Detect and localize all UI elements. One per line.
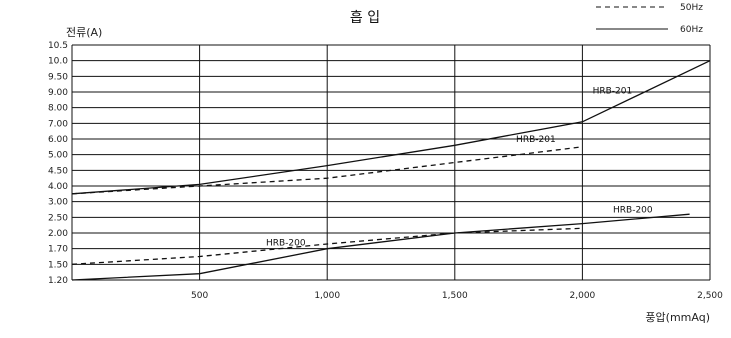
y-axis-label: 전류(A) [66,26,102,39]
y-tick-label: 4.00 [48,182,68,192]
series-line-hrb-201-50hz [71,146,583,195]
legend-label-60hz: 60Hz [680,25,703,35]
y-tick-label: 4.50 [48,166,68,176]
series-annotation: HRB-200 [613,206,653,216]
y-tick-label: 2.00 [48,229,68,239]
y-tick-label: 8.00 [48,104,68,114]
y-tick-label: 6.00 [48,135,68,145]
x-tick-labels: 500 1,000 1,500 2,000 2,500 [191,291,723,301]
y-tick-label: 9.50 [48,72,68,82]
grid [71,44,711,281]
y-tick-label: 5.00 [48,151,68,161]
series-annotation: HRB-201 [593,87,633,97]
legend: 50Hz 60Hz [596,3,703,35]
series-annotations: HRB-201 HRB-201 HRB-200 HRB-200 [266,87,653,249]
x-tick-label: 1,500 [442,291,468,301]
y-tick-label: 7.00 [48,119,68,129]
x-tick-label: 2,000 [570,291,596,301]
legend-label-50hz: 50Hz [680,3,703,13]
series-annotation: HRB-200 [266,239,306,249]
y-tick-label: 10.5 [48,41,68,51]
series-lines [71,60,711,281]
y-tick-label: 1.70 [48,245,68,255]
series-line-hrb-201-60hz [71,60,711,195]
y-tick-labels: 1.20 1.50 1.70 2.00 2.50 3.00 4.00 4.50 5.00 6.00… [48,41,68,286]
y-tick-label: 2.50 [48,213,68,223]
y-tick-label: 9.00 [48,88,68,98]
series-line-hrb-200-60hz [71,213,690,281]
y-tick-label: 1.20 [48,276,68,286]
y-tick-label: 10.0 [48,57,68,67]
x-tick-label: 500 [191,291,208,301]
x-axis-label: 풍압(mmAq) [645,311,710,324]
x-tick-label: 1,000 [314,291,340,301]
y-tick-label: 3.00 [48,198,68,208]
x-tick-label: 2,500 [697,291,723,301]
chart-title: 흡 입 [350,10,380,26]
series-annotation: HRB-201 [516,135,556,145]
y-tick-label: 1.50 [48,260,68,270]
series-line-hrb-200-50hz [71,227,583,265]
